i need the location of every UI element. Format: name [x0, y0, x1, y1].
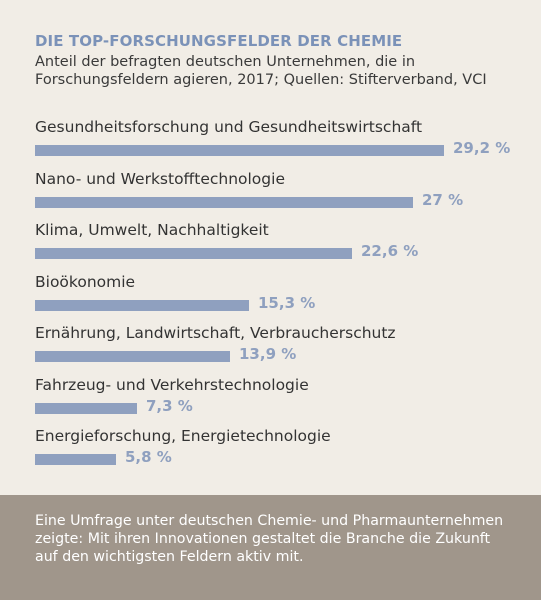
value-label: 27 % [422, 190, 464, 209]
bar [35, 454, 116, 465]
chart-subtitle: Anteil der befragten deutschen Unternehm… [35, 54, 487, 88]
value-label: 13,9 % [239, 345, 297, 363]
category-label: Gesundheitsforschung und Gesundheitswirt… [35, 118, 423, 136]
bar-row: Klima, Umwelt, Nachhaltigkeit 22,6 % [35, 221, 535, 271]
category-label: Ernährung, Landwirtschaft, Verbrauchersc… [35, 324, 396, 342]
value-label: 22,6 % [361, 242, 419, 260]
bar [35, 402, 137, 414]
value-label: 29,2 % [453, 139, 511, 157]
bar-chart: Gesundheitsforschung und Gesundheitswirt… [35, 118, 535, 477]
bar [35, 351, 230, 362]
bar [35, 145, 444, 156]
bar-row: Energieforschung, Energietechnologie 5,8 … [35, 427, 535, 477]
category-label: Energieforschung, Energietechnologie [35, 427, 331, 445]
bar [35, 248, 352, 259]
category-label: Fahrzeug- und Verkehrstechnologie [35, 375, 309, 394]
bar [35, 299, 249, 311]
chart-title: DIE TOP-FORSCHUNGSFELDER DER CHEMIE [35, 32, 403, 50]
value-label: 7,3 % [146, 396, 193, 415]
category-label: Nano- und Werkstofftechnologie [35, 169, 285, 188]
value-label: 5,8 % [125, 448, 172, 466]
bar-row: Fahrzeug- und Verkehrstechnologie 7,3 % [35, 376, 535, 426]
footer-box: Eine Umfrage unter deutschen Chemie- und… [0, 495, 541, 600]
category-label: Klima, Umwelt, Nachhaltigkeit [35, 221, 269, 239]
bar-row: Nano- und Werkstofftechnologie 27 % [35, 170, 535, 220]
bar-row: Gesundheitsforschung und Gesundheitswirt… [35, 118, 535, 168]
bar [35, 196, 413, 208]
category-label: Bioökonomie [35, 272, 136, 291]
bar-row: Ernährung, Landwirtschaft, Verbrauchersc… [35, 324, 535, 374]
footer-text: Eine Umfrage unter deutschen Chemie- und… [35, 513, 504, 565]
value-label: 15,3 % [258, 293, 316, 312]
bar-row: Bioökonomie 15,3 % [35, 273, 535, 323]
